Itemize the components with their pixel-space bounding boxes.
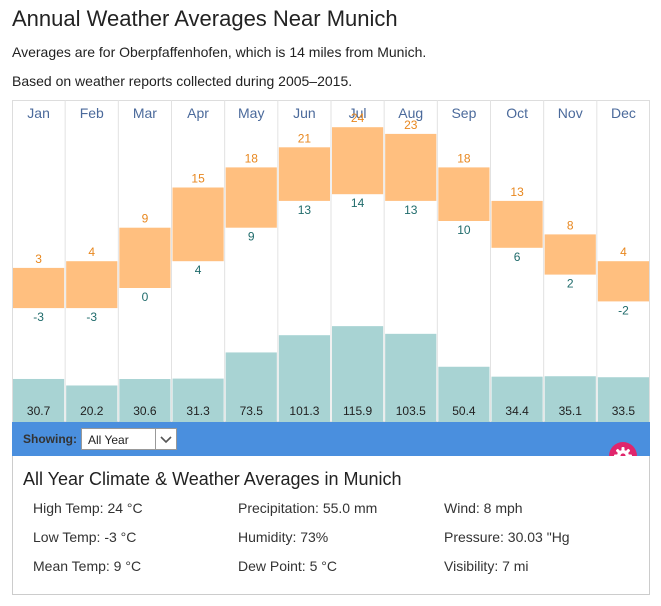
temp-range-bar <box>225 167 277 228</box>
month-label: Jan <box>27 105 50 121</box>
high-temp-label: 15 <box>191 172 205 186</box>
temp-range-bar <box>385 133 437 201</box>
high-temp-stat: High Temp: 24 °C <box>33 500 143 516</box>
temp-range-bar <box>544 234 596 275</box>
month-label: Jul <box>349 105 367 121</box>
precip-bar <box>544 376 596 422</box>
summary-panel: All Year Climate & Weather Averages in M… <box>12 456 650 595</box>
low-temp-label: 10 <box>457 223 471 237</box>
temp-range-bar <box>597 261 649 302</box>
precip-label: 20.2 <box>80 404 104 418</box>
precip-label: 103.5 <box>396 404 426 418</box>
precip-bar <box>172 378 224 422</box>
visibility-stat: Visibility: 7 mi <box>444 558 529 574</box>
precip-label: 50.4 <box>452 404 476 418</box>
page-title: Annual Weather Averages Near Munich <box>12 6 398 31</box>
low-temp-label: 14 <box>351 196 365 210</box>
month-label: Mar <box>133 105 157 121</box>
humidity-stat: Humidity: 73% <box>238 529 329 545</box>
temp-range-bar <box>66 261 118 309</box>
low-temp-label: -3 <box>33 310 44 324</box>
temp-range-bar <box>13 267 65 309</box>
high-temp-label: 23 <box>404 118 418 132</box>
low-temp-label: 4 <box>195 263 202 277</box>
precip-bar <box>332 326 384 422</box>
summary-title: All Year Climate & Weather Averages in M… <box>23 469 402 489</box>
precip-label: 101.3 <box>289 404 319 418</box>
high-temp-label: 24 <box>351 111 365 125</box>
precip-label: 115.9 <box>343 404 372 418</box>
precip-label: 35.1 <box>559 404 583 418</box>
precip-label: 73.5 <box>240 404 264 418</box>
low-temp-label: 2 <box>567 277 574 291</box>
month-label: Apr <box>187 105 209 121</box>
temp-range-bar <box>438 167 490 221</box>
month-label: May <box>238 105 264 121</box>
low-temp-label: -3 <box>86 310 97 324</box>
precipitation-stat: Precipitation: 55.0 mm <box>238 500 378 516</box>
low-temp-label: 9 <box>248 230 255 244</box>
low-temp-label: 0 <box>142 290 149 304</box>
precip-bar <box>119 379 171 422</box>
temp-range-bar <box>278 147 330 201</box>
high-temp-label: 4 <box>620 245 627 259</box>
month-label: Sep <box>451 105 476 121</box>
temp-range-bar <box>119 227 171 288</box>
precip-bar <box>597 377 649 422</box>
precip-bar <box>13 378 65 422</box>
high-temp-label: 18 <box>457 151 471 165</box>
month-label: Oct <box>506 105 528 121</box>
pressure-stat: Pressure: 30.03 "Hg <box>444 529 570 545</box>
high-temp-label: 8 <box>567 218 574 232</box>
dew-point-stat: Dew Point: 5 °C <box>238 558 337 574</box>
low-temp-label: -2 <box>618 303 629 317</box>
precip-bar <box>225 352 277 422</box>
low-temp-label: 13 <box>298 203 312 217</box>
period-select[interactable]: All Year <box>81 428 177 450</box>
location-note: Averages are for Oberpfaffenhofen, which… <box>12 44 427 60</box>
showing-label: Showing: <box>23 432 77 446</box>
high-temp-label: 21 <box>298 131 312 145</box>
high-temp-label: 18 <box>245 151 259 165</box>
month-label: Feb <box>80 105 104 121</box>
temp-range-bar <box>332 127 384 195</box>
high-temp-label: 3 <box>35 252 42 266</box>
precip-label: 30.7 <box>27 404 51 418</box>
precip-bar <box>491 376 543 422</box>
precip-label: 33.5 <box>612 404 636 418</box>
precip-label: 31.3 <box>186 404 210 418</box>
high-temp-label: 13 <box>510 185 524 199</box>
precip-label: 34.4 <box>505 404 529 418</box>
chevron-down-icon[interactable] <box>155 429 176 449</box>
precip-label: 30.6 <box>133 404 157 418</box>
mean-temp-stat: Mean Temp: 9 °C <box>33 558 142 574</box>
precip-bar <box>385 333 437 422</box>
temp-range-bar <box>491 200 543 248</box>
weather-chart: Jan 3 -3 30.7 Feb 4 -3 20.2 Mar 9 0 30.6 Apr 15 4 31.3 M… <box>12 100 650 422</box>
wind-stat: Wind: 8 mph <box>444 500 523 516</box>
precip-bar <box>278 335 330 422</box>
high-temp-label: 4 <box>88 245 95 259</box>
low-temp-stat: Low Temp: -3 °C <box>33 529 137 545</box>
temp-range-bar <box>172 187 224 262</box>
month-label: Jun <box>293 105 316 121</box>
precip-bar <box>438 366 490 422</box>
low-temp-label: 13 <box>404 203 418 217</box>
data-period-note: Based on weather reports collected durin… <box>12 73 353 89</box>
month-label: Nov <box>558 105 583 121</box>
month-label: Dec <box>611 105 636 121</box>
period-select-value: All Year <box>88 433 129 447</box>
precip-bar <box>66 385 118 422</box>
low-temp-label: 6 <box>514 250 521 264</box>
filter-toolbar: Showing: All Year <box>12 422 650 456</box>
month-label: Aug <box>398 105 423 121</box>
high-temp-label: 9 <box>142 212 149 226</box>
